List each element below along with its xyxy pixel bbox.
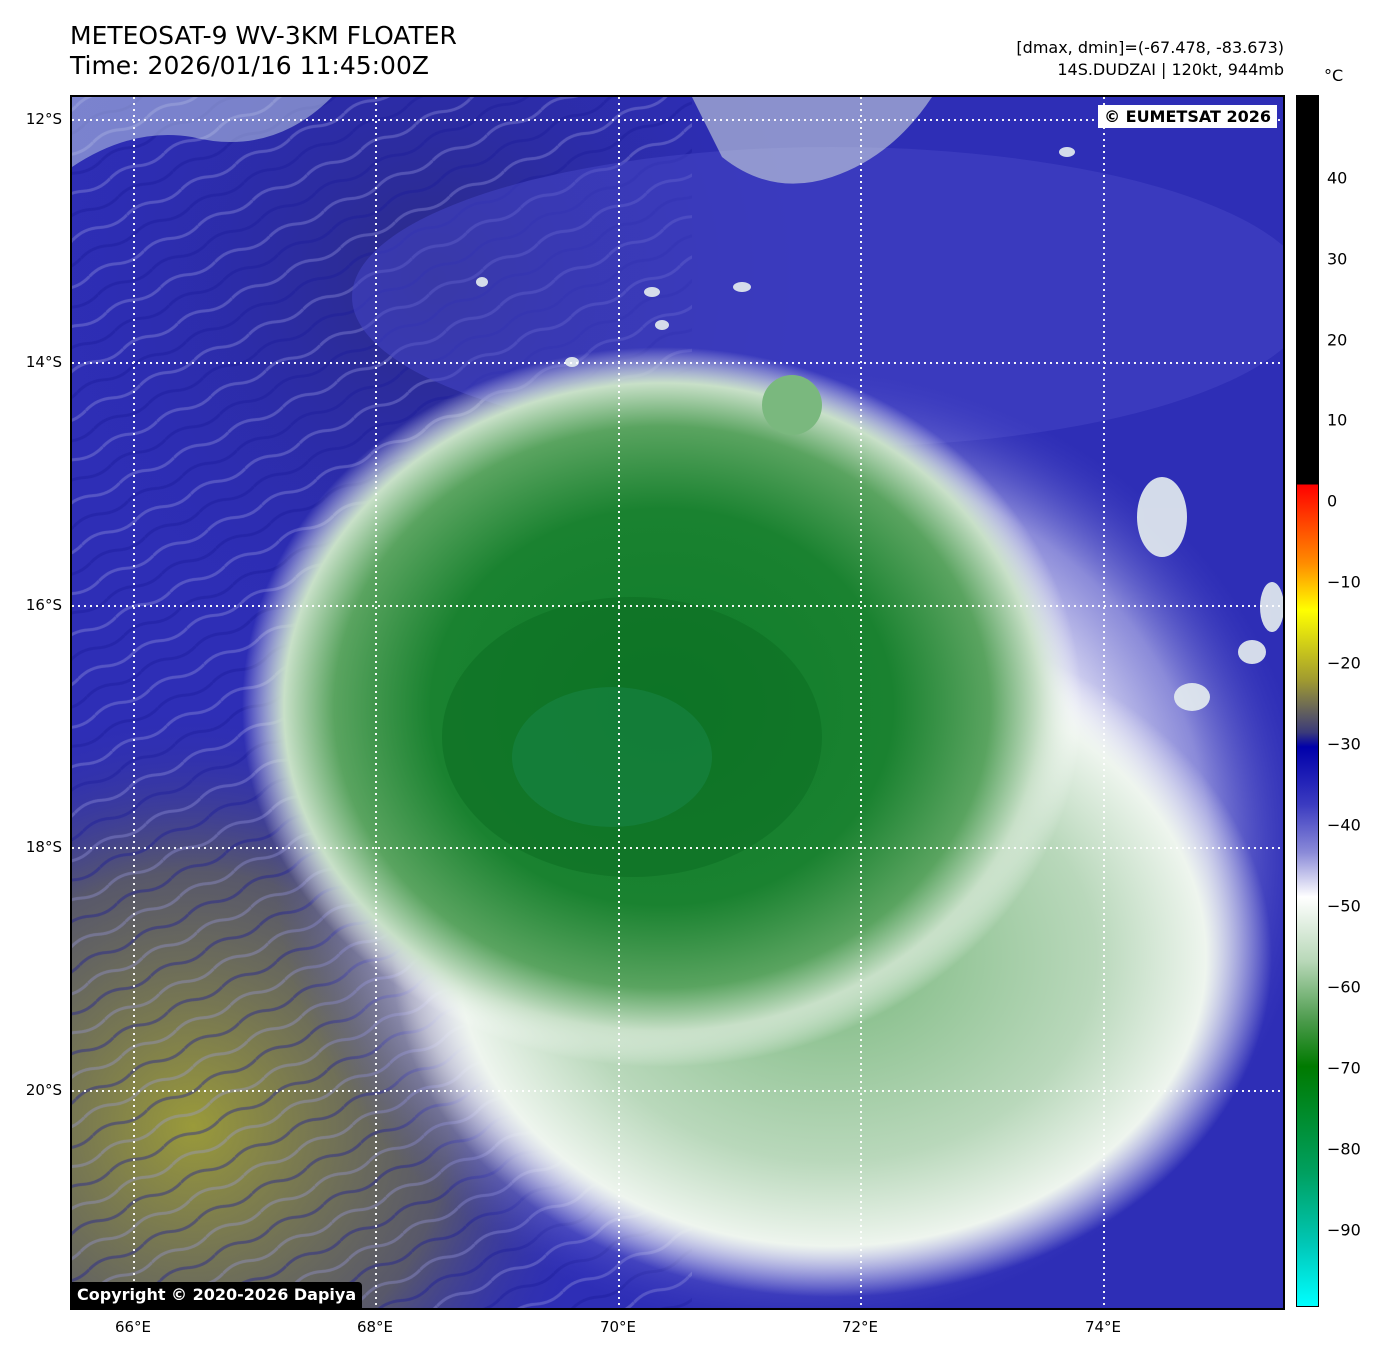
colorbar-tick: −80 <box>1327 1139 1361 1159</box>
colorbar-tick: −30 <box>1327 734 1361 754</box>
storm-info: 14S.DUDZAI | 120kt, 944mb <box>1057 60 1284 79</box>
lat-label-16s: 16°S <box>25 596 62 614</box>
graticule <box>72 97 1283 1308</box>
satellite-map: © EUMETSAT 2026 Copyright © 2020-2026 Da… <box>70 95 1285 1310</box>
colorbar-tick: 20 <box>1327 330 1348 350</box>
eumetsat-badge: © EUMETSAT 2026 <box>1098 105 1277 128</box>
title-line-1: METEOSAT-9 WV-3KM FLOATER <box>70 21 457 50</box>
lon-label-72e: 72°E <box>841 1318 879 1336</box>
lon-label-68e: 68°E <box>356 1318 394 1336</box>
lat-label-20s: 20°S <box>25 1081 62 1099</box>
temperature-colorbar <box>1296 95 1319 1307</box>
colorbar-tick: 30 <box>1327 249 1348 269</box>
lat-label-18s: 18°S <box>25 838 62 856</box>
colorbar-tick: −70 <box>1327 1058 1361 1078</box>
colorbar-unit: °C <box>1324 66 1344 85</box>
colorbar-tick: −90 <box>1327 1220 1361 1240</box>
colorbar-tick: −50 <box>1327 896 1361 916</box>
lon-label-74e: 74°E <box>1084 1318 1122 1336</box>
colorbar-tick: −10 <box>1327 572 1361 592</box>
colorbar-tick: 40 <box>1327 168 1348 188</box>
dmax-dmin-info: [dmax, dmin]=(-67.478, -83.673) <box>1016 38 1284 57</box>
colorbar-tick: −20 <box>1327 653 1361 673</box>
lon-label-66e: 66°E <box>114 1318 152 1336</box>
lon-label-70e: 70°E <box>599 1318 637 1336</box>
copyright-badge: Copyright © 2020-2026 Dapiya <box>72 1282 363 1308</box>
colorbar-tick: −40 <box>1327 815 1361 835</box>
colorbar-tick: −60 <box>1327 977 1361 997</box>
satellite-imagery <box>72 97 1283 1308</box>
lat-label-12s: 12°S <box>25 110 62 128</box>
lat-label-14s: 14°S <box>25 353 62 371</box>
colorbar-tick: 0 <box>1327 491 1338 511</box>
colorbar-tick: 10 <box>1327 410 1348 430</box>
title-line-2: Time: 2026/01/16 11:45:00Z <box>70 51 429 80</box>
